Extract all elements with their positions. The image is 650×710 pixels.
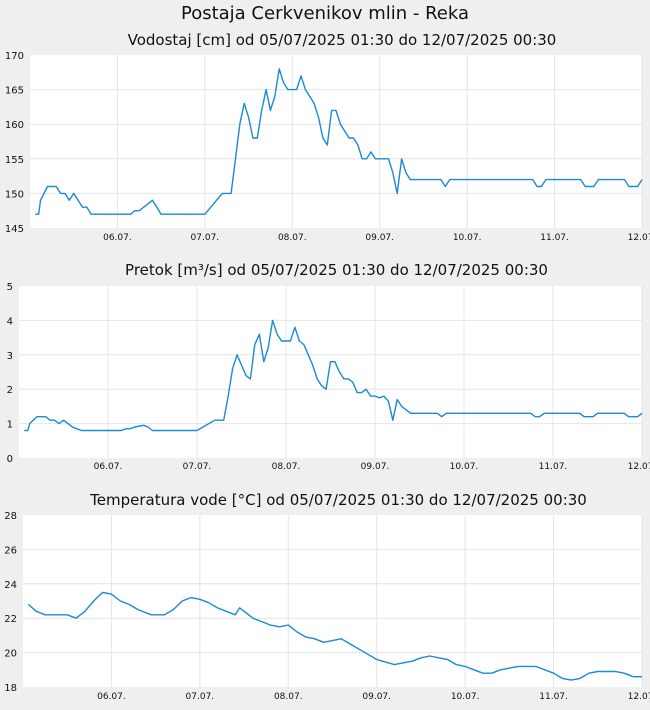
discharge-ytick-label: 4 bbox=[7, 316, 13, 327]
water-level-ytick-label: 145 bbox=[5, 224, 24, 235]
discharge-xtick-label: 10.07. bbox=[450, 462, 479, 472]
water-temperature-ytick-label: 22 bbox=[4, 614, 17, 625]
water-level-plot-area bbox=[30, 55, 642, 228]
water-temperature-ytick-label: 28 bbox=[4, 511, 17, 522]
water-level-chart: Vodostaj [cm] od 05/07/2025 01:30 do 12/… bbox=[5, 31, 650, 243]
discharge-xtick-label: 11.07. bbox=[539, 462, 568, 472]
water-temperature-plot-area bbox=[23, 515, 642, 687]
water-level-ytick-label: 160 bbox=[5, 120, 24, 131]
discharge-ytick-label: 1 bbox=[7, 420, 13, 431]
water-temperature-ytick-label: 18 bbox=[4, 683, 17, 694]
water-temperature-xtick-label: 06.07. bbox=[97, 692, 126, 702]
water-temperature-xtick-label: 07.07. bbox=[186, 692, 215, 702]
discharge-xtick-label: 09.07. bbox=[361, 462, 390, 472]
water-level-xtick-label: 11.07. bbox=[540, 233, 569, 243]
water-level-xtick-label: 08.07. bbox=[278, 233, 307, 243]
water-level-xtick-label: 06.07. bbox=[103, 233, 132, 243]
water-level-xtick-label: 07.07. bbox=[191, 233, 220, 243]
page-title: Postaja Cerkvenikov mlin - Reka bbox=[180, 3, 469, 24]
water-level-series-line bbox=[35, 68, 643, 215]
water-temperature-xtick-label: 08.07. bbox=[274, 692, 303, 702]
water-level-xtick-label: 12.07. bbox=[628, 233, 650, 243]
water-level-ytick-label: 170 bbox=[5, 51, 24, 62]
water-level-ytick-label: 150 bbox=[5, 189, 24, 200]
discharge-title: Pretok [m³/s] od 05/07/2025 01:30 do 12/… bbox=[125, 261, 548, 279]
discharge-chart: Pretok [m³/s] od 05/07/2025 01:30 do 12/… bbox=[7, 261, 650, 472]
discharge-ytick-label: 5 bbox=[7, 282, 13, 293]
water-level-ytick-label: 165 bbox=[5, 86, 24, 97]
water-temperature-xtick-label: 09.07. bbox=[362, 692, 391, 702]
discharge-xtick-label: 08.07. bbox=[272, 462, 301, 472]
water-temperature-ytick-label: 20 bbox=[4, 649, 17, 660]
water-temperature-ytick-label: 24 bbox=[4, 580, 17, 591]
water-temperature-xtick-label: 12.07. bbox=[628, 692, 650, 702]
water-temperature-chart: Temperatura vode [°C] od 05/07/2025 01:3… bbox=[4, 491, 650, 702]
water-temperature-title: Temperatura vode [°C] od 05/07/2025 01:3… bbox=[89, 491, 587, 509]
discharge-xtick-label: 12.07. bbox=[628, 462, 650, 472]
water-level-xtick-label: 09.07. bbox=[365, 233, 394, 243]
discharge-ytick-label: 0 bbox=[7, 454, 13, 465]
discharge-series-line bbox=[24, 319, 643, 432]
water-temperature-xtick-label: 11.07. bbox=[539, 692, 568, 702]
discharge-xtick-label: 06.07. bbox=[94, 462, 123, 472]
water-temperature-ytick-label: 26 bbox=[4, 545, 17, 556]
discharge-xtick-label: 07.07. bbox=[183, 462, 212, 472]
water-level-title: Vodostaj [cm] od 05/07/2025 01:30 do 12/… bbox=[128, 31, 557, 49]
discharge-ytick-label: 2 bbox=[7, 385, 13, 396]
water-temperature-series-line bbox=[27, 591, 642, 681]
discharge-plot-area bbox=[19, 286, 642, 458]
water-level-ytick-label: 155 bbox=[5, 155, 24, 166]
discharge-ytick-label: 3 bbox=[7, 351, 13, 362]
water-level-xtick-label: 10.07. bbox=[453, 233, 482, 243]
water-temperature-xtick-label: 10.07. bbox=[451, 692, 480, 702]
